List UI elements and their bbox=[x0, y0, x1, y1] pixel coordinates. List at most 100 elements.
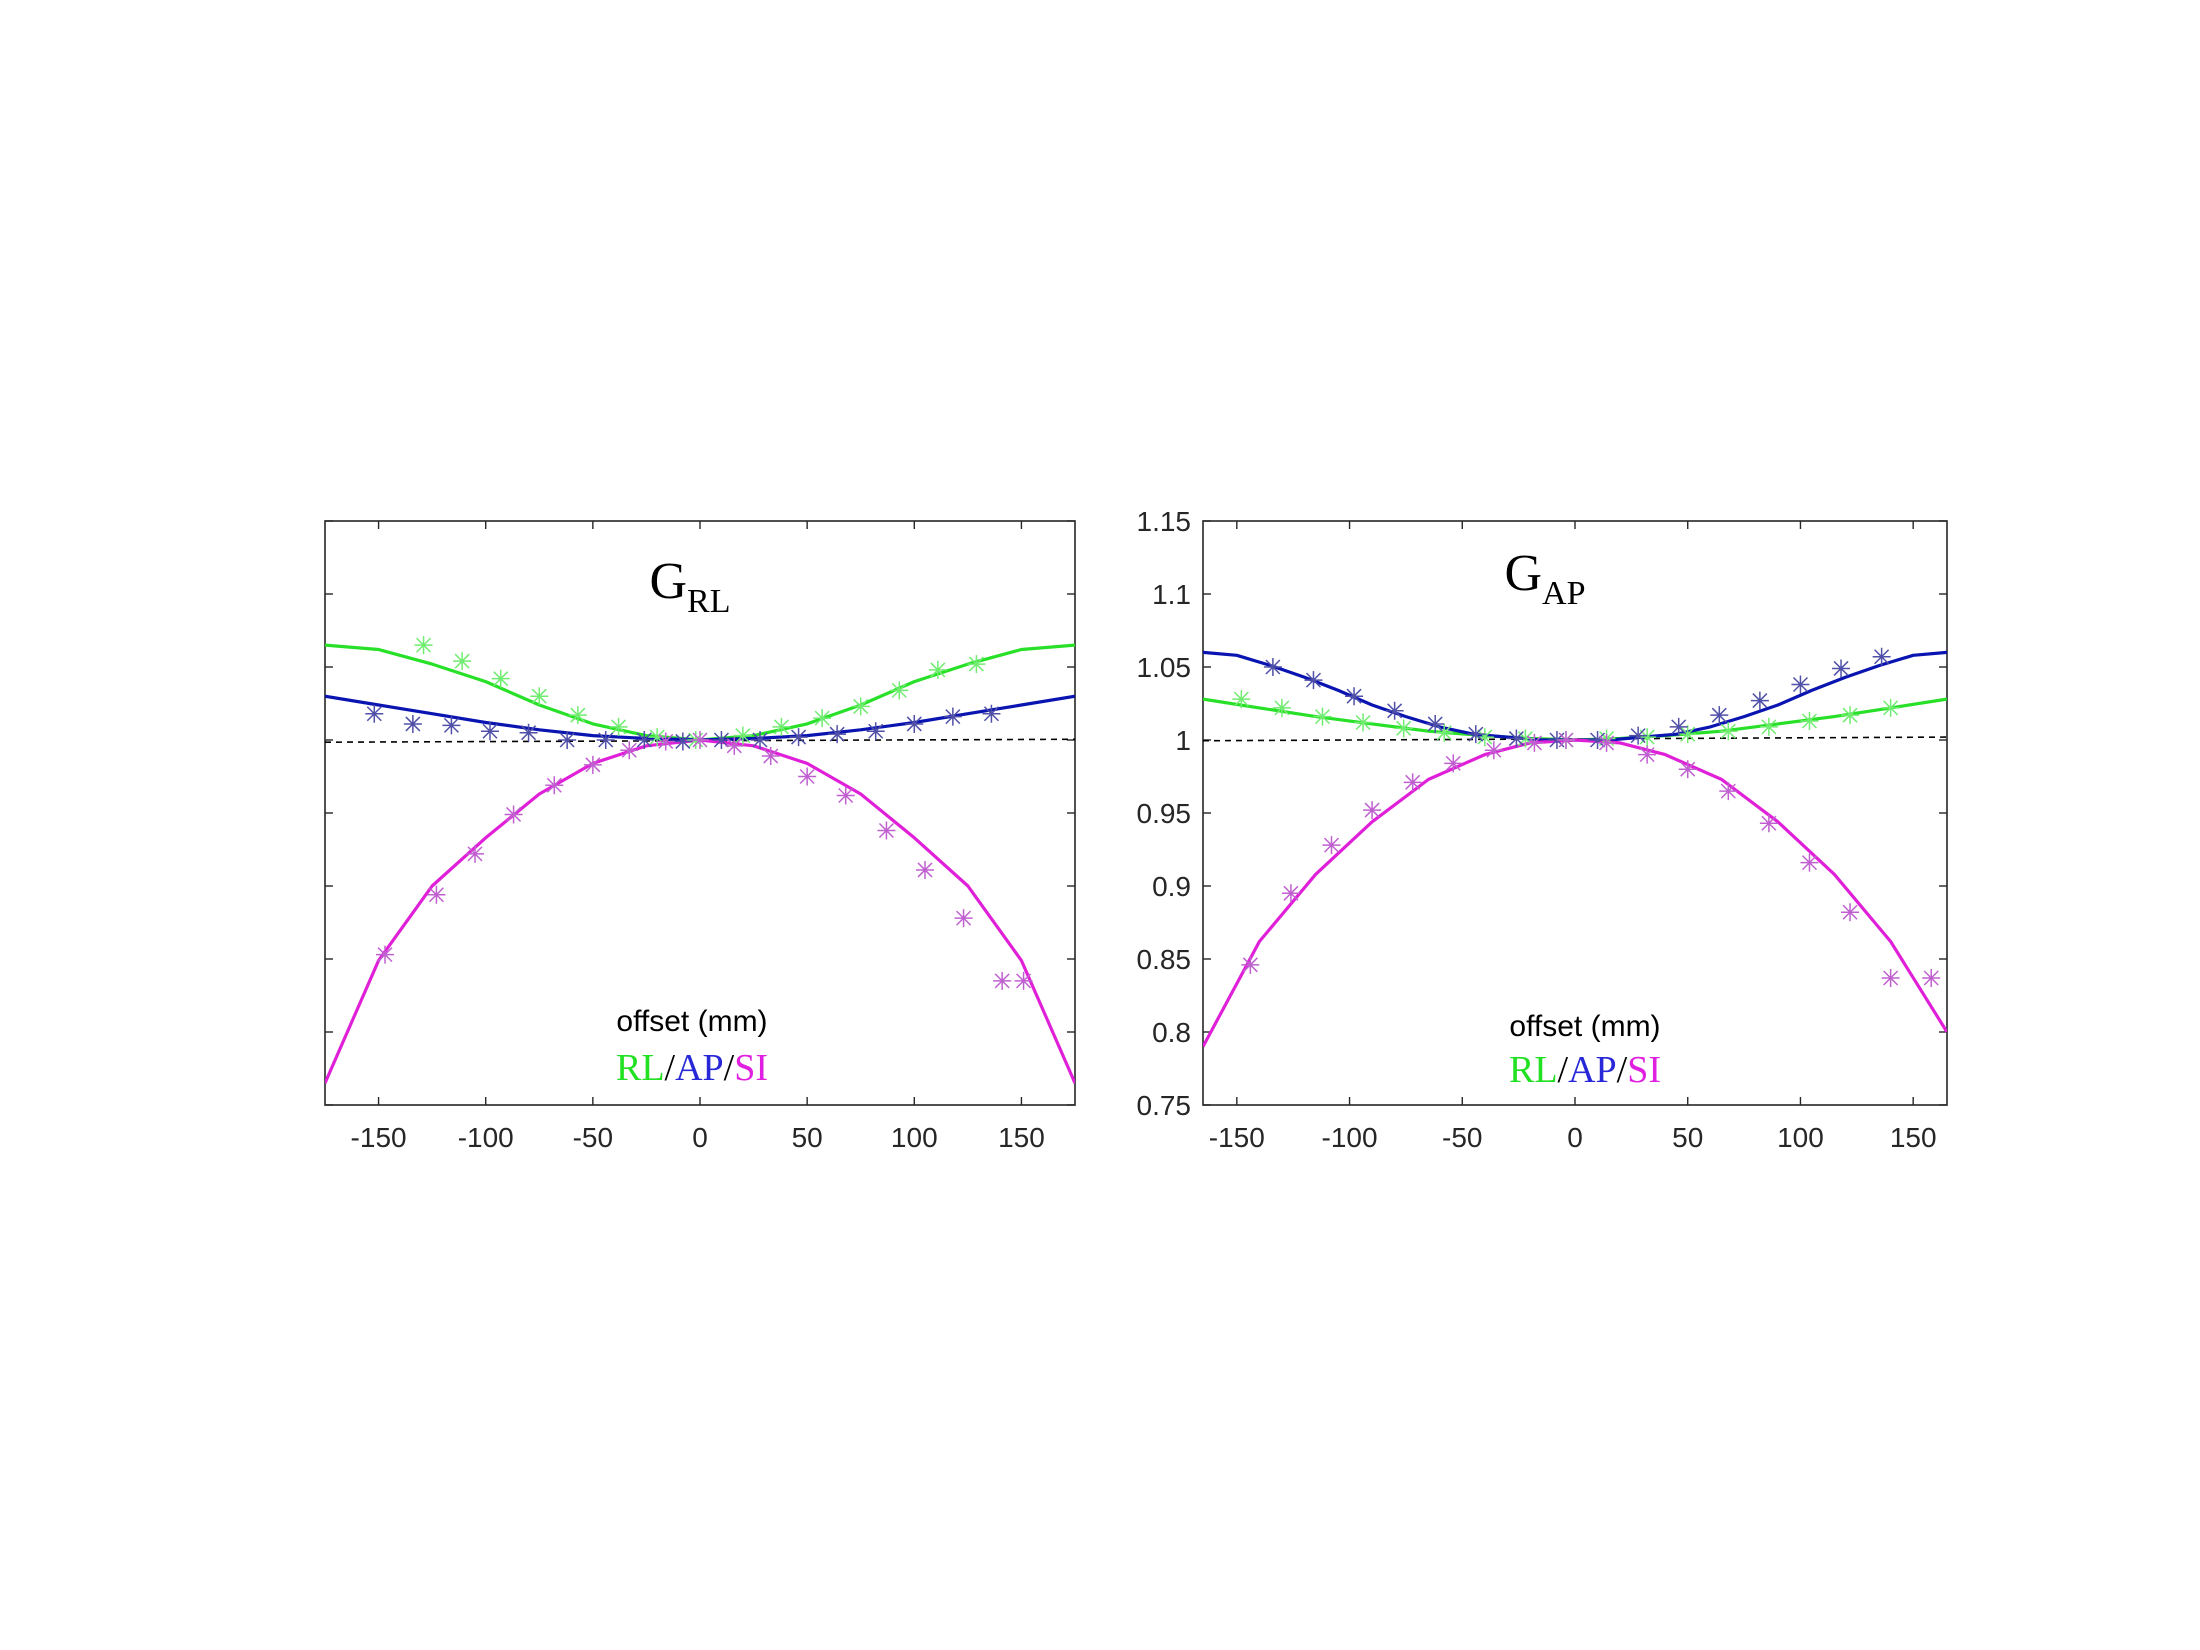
marker-ap bbox=[789, 728, 808, 747]
marker-ap bbox=[1588, 731, 1607, 749]
y-tick-label: 0.9 bbox=[1152, 871, 1191, 902]
legend-entry-rl: RL bbox=[1509, 1049, 1558, 1091]
marker-ap bbox=[1547, 731, 1566, 749]
marker-ap bbox=[828, 725, 847, 744]
marker-rl bbox=[928, 660, 947, 679]
marker-si bbox=[656, 732, 675, 751]
marker-ap bbox=[481, 722, 499, 741]
marker-si bbox=[1241, 955, 1260, 974]
marker-rl bbox=[1841, 706, 1860, 725]
y-tick-label: 1.05 bbox=[1137, 652, 1192, 683]
marker-rl bbox=[1516, 729, 1535, 748]
marker-si bbox=[376, 945, 394, 964]
marker-si bbox=[993, 971, 1012, 990]
marker-ap bbox=[596, 731, 615, 749]
y-tick-label: 1.15 bbox=[1137, 506, 1192, 537]
marker-si bbox=[1556, 731, 1575, 749]
x-axis-label: offset (mm) bbox=[1509, 1010, 1660, 1043]
legend-separator: / bbox=[665, 1047, 676, 1089]
x-axis-label: offset (mm) bbox=[616, 1005, 767, 1038]
marker-si bbox=[1922, 968, 1941, 987]
x-tick-label: 0 bbox=[1567, 1122, 1583, 1153]
x-tick-label: 100 bbox=[1777, 1122, 1824, 1153]
marker-ap bbox=[905, 714, 924, 733]
legend-entry-si: SI bbox=[1627, 1049, 1661, 1091]
marker-rl bbox=[967, 655, 986, 674]
marker-rl bbox=[733, 726, 752, 745]
chart-title-subscript: AP bbox=[1542, 575, 1585, 612]
chart-title: GAP bbox=[1504, 545, 1585, 612]
marker-si bbox=[954, 909, 973, 928]
marker-ap bbox=[673, 732, 692, 751]
marker-si bbox=[1678, 760, 1697, 779]
marker-rl bbox=[414, 636, 433, 655]
y-tick-label: 1 bbox=[1175, 725, 1191, 756]
marker-ap bbox=[365, 704, 384, 723]
marker-ap bbox=[1466, 725, 1485, 744]
x-tick-label: 150 bbox=[998, 1122, 1045, 1153]
marker-si bbox=[1403, 773, 1422, 792]
legend: RL/AP/SI bbox=[616, 1047, 768, 1089]
marker-si bbox=[1322, 836, 1341, 855]
x-tick-label: 50 bbox=[792, 1122, 823, 1153]
chart-g-ap: 0.75 0.8 0.85 0.9 0.95 1 1.05 1.1 1.15 -150 -100 -5… bbox=[1137, 506, 1948, 1153]
marker-rl bbox=[851, 697, 870, 716]
marker-ap bbox=[1832, 659, 1851, 678]
marker-si bbox=[1525, 733, 1544, 752]
marker-si bbox=[725, 736, 744, 755]
legend-entry-ap: AP bbox=[1568, 1049, 1617, 1091]
marker-ap bbox=[519, 723, 538, 742]
marker-rl bbox=[1800, 712, 1819, 731]
x-tick-label: 150 bbox=[1890, 1122, 1937, 1153]
y-tick-label: 0.8 bbox=[1152, 1017, 1191, 1048]
marker-rl bbox=[1232, 690, 1251, 709]
marker-ap bbox=[712, 731, 731, 749]
marker-ap bbox=[1710, 706, 1729, 725]
marker-rl bbox=[491, 669, 510, 688]
marker-ap bbox=[1304, 671, 1323, 690]
reference-line bbox=[1203, 736, 1947, 742]
marker-ap bbox=[442, 716, 461, 735]
marker-rl bbox=[1313, 707, 1332, 726]
marker-rl bbox=[453, 652, 472, 671]
plot-area bbox=[325, 636, 1075, 1084]
legend-entry-si: SI bbox=[734, 1047, 768, 1089]
legend-entry-ap: AP bbox=[675, 1047, 724, 1089]
marker-si bbox=[836, 786, 855, 805]
marker-si bbox=[877, 821, 896, 840]
marker-si bbox=[1597, 733, 1616, 752]
marker-si bbox=[1014, 971, 1033, 990]
chart-title-main: G bbox=[1504, 545, 1542, 602]
marker-si bbox=[1800, 853, 1819, 872]
marker-ap bbox=[1263, 658, 1282, 676]
y-tick-label: 1.1 bbox=[1152, 579, 1191, 610]
marker-rl bbox=[1394, 719, 1413, 738]
marker-ap bbox=[1629, 726, 1648, 745]
plot-area bbox=[1203, 647, 1947, 1048]
marker-rl bbox=[609, 717, 628, 736]
x-tick-label: -150 bbox=[1209, 1122, 1265, 1153]
marker-si bbox=[691, 731, 709, 749]
marker-rl bbox=[1272, 698, 1291, 717]
marker-ap bbox=[558, 731, 577, 749]
marker-rl bbox=[772, 717, 791, 736]
marker-ap bbox=[1872, 647, 1891, 666]
marker-si bbox=[1638, 745, 1657, 764]
legend-separator: / bbox=[724, 1047, 735, 1089]
marker-rl bbox=[648, 728, 667, 747]
marker-si bbox=[1719, 782, 1738, 801]
legend-separator: / bbox=[1558, 1049, 1569, 1091]
axes-box bbox=[1202, 520, 1948, 1106]
legend-separator: / bbox=[1617, 1049, 1628, 1091]
marker-rl bbox=[1759, 717, 1778, 736]
marker-ap bbox=[1791, 675, 1810, 694]
marker-rl bbox=[1881, 698, 1900, 717]
marker-rl bbox=[1678, 725, 1697, 744]
x-tick-label: -50 bbox=[1442, 1122, 1482, 1153]
axes-box bbox=[324, 520, 1076, 1106]
marker-si bbox=[798, 767, 817, 786]
marker-si bbox=[583, 755, 602, 774]
chart-title-subscript: RL bbox=[687, 583, 730, 620]
